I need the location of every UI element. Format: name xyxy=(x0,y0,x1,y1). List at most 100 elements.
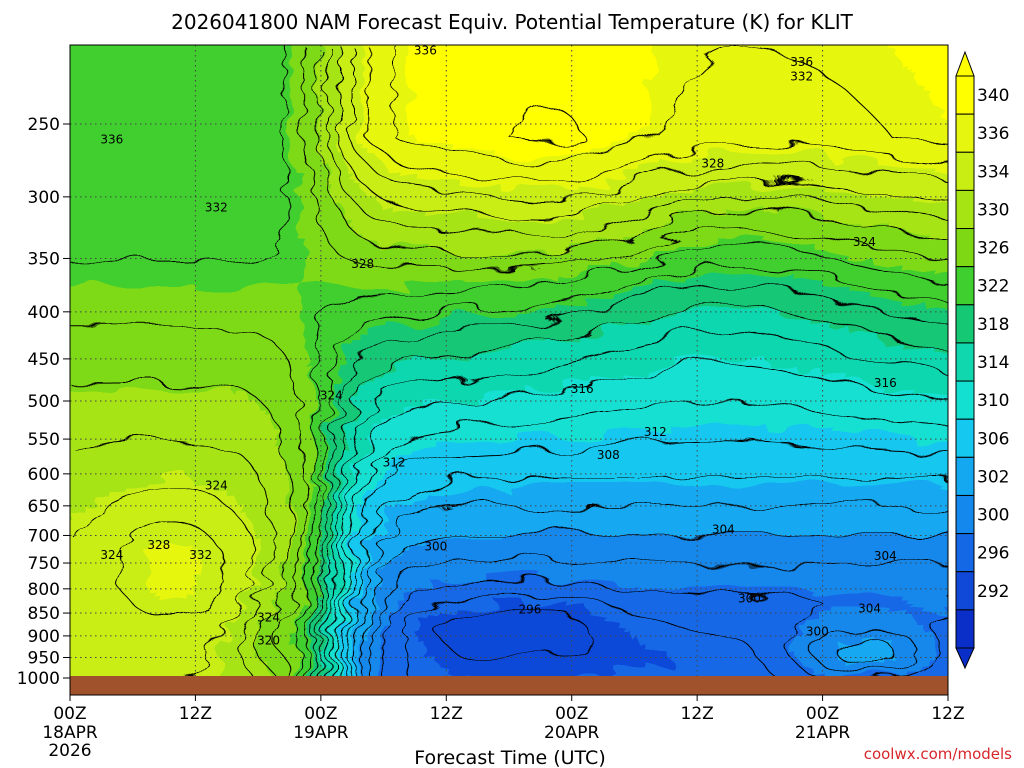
contour-326 xyxy=(70,45,948,695)
contour-label: 324 xyxy=(205,479,228,493)
contour-label: 336 xyxy=(414,43,437,57)
x-tick-label: 00Z xyxy=(53,704,86,724)
colorbar-band xyxy=(955,609,975,649)
contour-label: 332 xyxy=(205,200,228,214)
contour-310 xyxy=(342,440,948,695)
x-tick-date: 19APR xyxy=(293,723,349,743)
colorbar-label: 334 xyxy=(977,162,1009,182)
colorbar-label: 318 xyxy=(977,315,1009,335)
y-tick-label: 850 xyxy=(28,604,60,624)
contour-label: 324 xyxy=(853,235,876,249)
contour-label: 332 xyxy=(790,70,813,84)
contour-316 xyxy=(326,330,948,695)
colorbar-band xyxy=(955,533,975,573)
y-axis: 250 300 350 400 450 500 550 600 650 700 750 800 850 9… xyxy=(17,115,70,689)
chart-title: 2026041800 NAM Forecast Equiv. Potential… xyxy=(171,10,854,34)
contour-label: 336 xyxy=(100,133,123,147)
contour-318 xyxy=(321,305,948,695)
contour-334 xyxy=(116,45,948,618)
contour-label: 300 xyxy=(424,540,447,554)
y-tick-label: 300 xyxy=(28,188,60,208)
colorbar-band xyxy=(955,571,975,611)
contour-label: 312 xyxy=(383,455,406,469)
contour-label: 312 xyxy=(644,425,667,439)
y-tick-label: 350 xyxy=(28,249,60,269)
x-tick-label: 00Z xyxy=(806,704,839,724)
y-tick-label: 800 xyxy=(28,580,60,600)
y-tick-label: 900 xyxy=(28,627,60,647)
contour-label: 324 xyxy=(100,548,123,562)
contour-lines xyxy=(70,45,948,695)
contour-label: 328 xyxy=(351,257,374,271)
colorbar-label: 310 xyxy=(977,391,1009,411)
x-tick-label: 12Z xyxy=(430,704,463,724)
credit-text: coolwx.com/models xyxy=(864,745,1012,763)
contour-328 xyxy=(70,45,948,695)
y-tick-label: 1000 xyxy=(17,669,60,689)
y-tick-label: 450 xyxy=(28,350,60,370)
contour-label: 300 xyxy=(806,624,829,638)
colorbar: 340 336 334 330 326 322 318 314 310 306 302 300 296 2… xyxy=(955,50,1009,670)
contour-338 xyxy=(394,45,948,163)
y-tick-label: 700 xyxy=(28,526,60,546)
contour-label: 304 xyxy=(874,549,897,563)
colorbar-label: 306 xyxy=(977,429,1009,449)
contour-label: 316 xyxy=(874,376,897,390)
colorbar-label: 292 xyxy=(977,582,1009,602)
contour-label: 332 xyxy=(189,548,212,562)
colorbar-bottom-arrow xyxy=(955,647,975,670)
y-tick-label: 500 xyxy=(28,392,60,412)
x-tick-label: 00Z xyxy=(555,704,588,724)
contour-label: 336 xyxy=(790,55,813,69)
contour-324 xyxy=(70,45,948,695)
colorbar-band xyxy=(955,151,975,191)
x-tick-date: 20APR xyxy=(544,723,600,743)
x-tick-label: 12Z xyxy=(931,704,964,724)
contour-308 xyxy=(348,474,948,695)
contour-label: 300 xyxy=(738,592,761,606)
contour-330 xyxy=(70,45,948,695)
contour-label: 304 xyxy=(858,601,881,615)
contour-label: 308 xyxy=(597,448,620,462)
colorbar-label: 300 xyxy=(977,506,1009,526)
contour-label: 328 xyxy=(147,538,170,552)
contour-label: 304 xyxy=(712,523,735,537)
contour-332 xyxy=(70,45,948,695)
colorbar-label: 296 xyxy=(977,544,1009,564)
contour-label: 296 xyxy=(518,602,541,616)
x-tick-label: 12Z xyxy=(179,704,212,724)
colorbar-band xyxy=(955,418,975,458)
plot-area xyxy=(70,45,948,695)
contour-label: 324 xyxy=(320,388,343,402)
x-tick-label: 12Z xyxy=(681,704,714,724)
contour-336 xyxy=(366,45,948,183)
colorbar-band xyxy=(955,228,975,268)
x-axis-label: Forecast Time (UTC) xyxy=(414,747,605,768)
colorbar-band xyxy=(955,380,975,420)
contour-304 xyxy=(362,533,948,695)
y-tick-label: 950 xyxy=(28,649,60,669)
colorbar-label: 326 xyxy=(977,239,1009,259)
x-tick-year: 2026 xyxy=(48,741,91,761)
contour-label: 320 xyxy=(257,633,280,647)
contour-340 xyxy=(508,105,583,142)
colorbar-label: 340 xyxy=(977,86,1009,106)
colorbar-label: 322 xyxy=(977,277,1009,297)
y-tick-label: 600 xyxy=(28,465,60,485)
y-tick-label: 750 xyxy=(28,554,60,574)
contour-label: 316 xyxy=(571,382,594,396)
x-tick-date: 18APR xyxy=(42,723,98,743)
contour-314 xyxy=(332,361,948,695)
colorbar-label: 314 xyxy=(977,353,1009,373)
x-tick-label: 00Z xyxy=(304,704,337,724)
y-tick-label: 250 xyxy=(28,115,60,135)
contour-label: 324 xyxy=(257,611,280,625)
contour-label: 328 xyxy=(701,157,724,171)
colorbar-label: 336 xyxy=(977,124,1009,144)
ground xyxy=(70,676,948,695)
x-tick-date: 21APR xyxy=(795,723,851,743)
colorbar-band xyxy=(955,342,975,382)
